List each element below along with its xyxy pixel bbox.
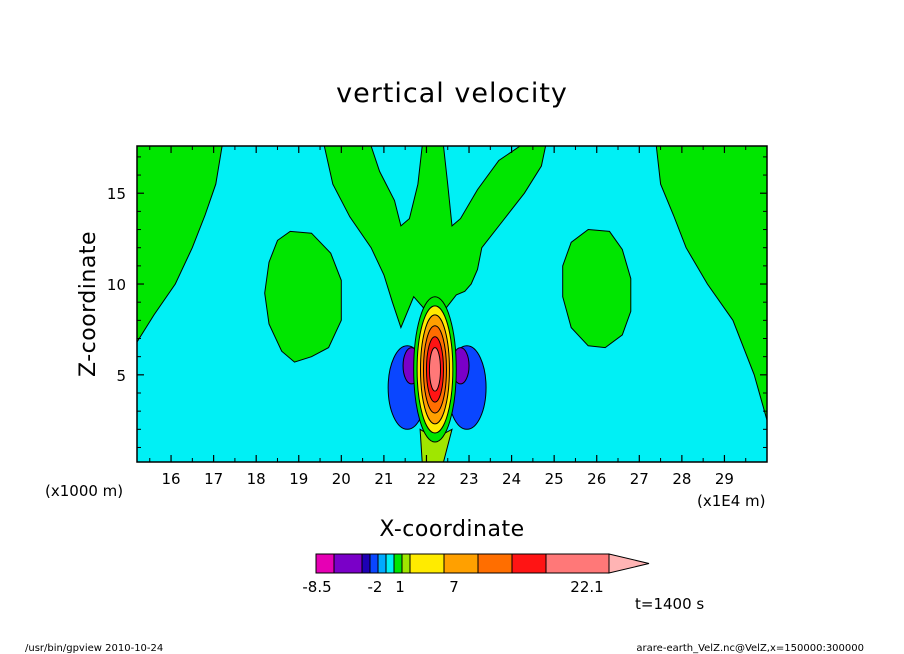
x-tick-label: 22	[417, 470, 436, 488]
source-footer: arare-earth_VelZ.nc@VelZ,x=150000:300000	[636, 643, 864, 654]
colorbar-cell	[361, 553, 371, 574]
right-edge-band-region	[655, 146, 767, 421]
x-tick-label: 24	[502, 470, 521, 488]
colorbar-tick-label: 1	[395, 578, 405, 596]
y-axis-label: Z-coordinate	[76, 231, 101, 377]
colorbar-extend-arrow	[608, 553, 650, 574]
y-tick-label: 5	[116, 367, 126, 385]
program-footer: /usr/bin/gpview 2010-10-24	[25, 643, 163, 654]
x-axis-label: X-coordinate	[379, 517, 524, 542]
x-tick-label: 23	[459, 470, 478, 488]
colorbar	[315, 553, 650, 574]
plot-area	[137, 146, 767, 462]
colorbar-tick-label: -2	[368, 578, 383, 596]
colorbar-tick-label: 22.1	[570, 578, 603, 596]
x-tick-label: 18	[247, 470, 266, 488]
x-tick-label: 27	[630, 470, 649, 488]
colorbar-cell	[377, 553, 387, 574]
x-tick-label: 21	[374, 470, 393, 488]
colorbar-cell	[545, 553, 610, 574]
x-tick-label: 26	[587, 470, 606, 488]
y-tick-label: 15	[107, 185, 126, 203]
colorbar-tick-label: -8.5	[302, 578, 331, 596]
x-tick-label: 28	[672, 470, 691, 488]
x-tick-label: 17	[204, 470, 223, 488]
x-tick-label: 20	[332, 470, 351, 488]
green-contour-regions	[137, 146, 767, 421]
colorbar-cell	[333, 553, 363, 574]
colorbar-tick-label: 7	[449, 578, 459, 596]
colorbar-cell	[315, 553, 335, 574]
chart-title: vertical velocity	[336, 78, 568, 109]
colorbar-cell	[477, 553, 513, 574]
time-annotation: t=1400 s	[635, 595, 704, 613]
colorbar-cell	[443, 553, 479, 574]
colorbar-cell	[385, 553, 395, 574]
x-unit-label: (x1E4 m)	[697, 492, 766, 510]
updraft-core-contours	[387, 296, 487, 462]
y-unit-label: (x1000 m)	[45, 482, 123, 500]
central-plume-region	[323, 146, 547, 330]
colorbar-cell	[409, 553, 445, 574]
colorbar-cell	[393, 553, 403, 574]
x-tick-label: 25	[545, 470, 564, 488]
right-blob-region	[562, 228, 632, 349]
x-tick-label: 19	[289, 470, 308, 488]
colorbar-labels: -8.5 -2 1 7 22.1	[302, 578, 603, 596]
updraft-contour-6	[428, 347, 442, 392]
left-blob-region	[264, 230, 342, 363]
plot-frame	[136, 145, 768, 463]
x-axis: 16 17 18 19 20 21 22 23 24 25 26 27 28 29	[149, 146, 747, 488]
colorbar-cell	[369, 553, 379, 574]
colorbar-cell	[511, 553, 547, 574]
colorbar-cell	[401, 553, 411, 574]
y-axis: 5 10 15	[107, 156, 767, 448]
left-edge-band-region	[137, 146, 223, 344]
y-tick-label: 10	[107, 276, 126, 294]
x-tick-label: 29	[715, 470, 734, 488]
x-tick-label: 16	[162, 470, 181, 488]
